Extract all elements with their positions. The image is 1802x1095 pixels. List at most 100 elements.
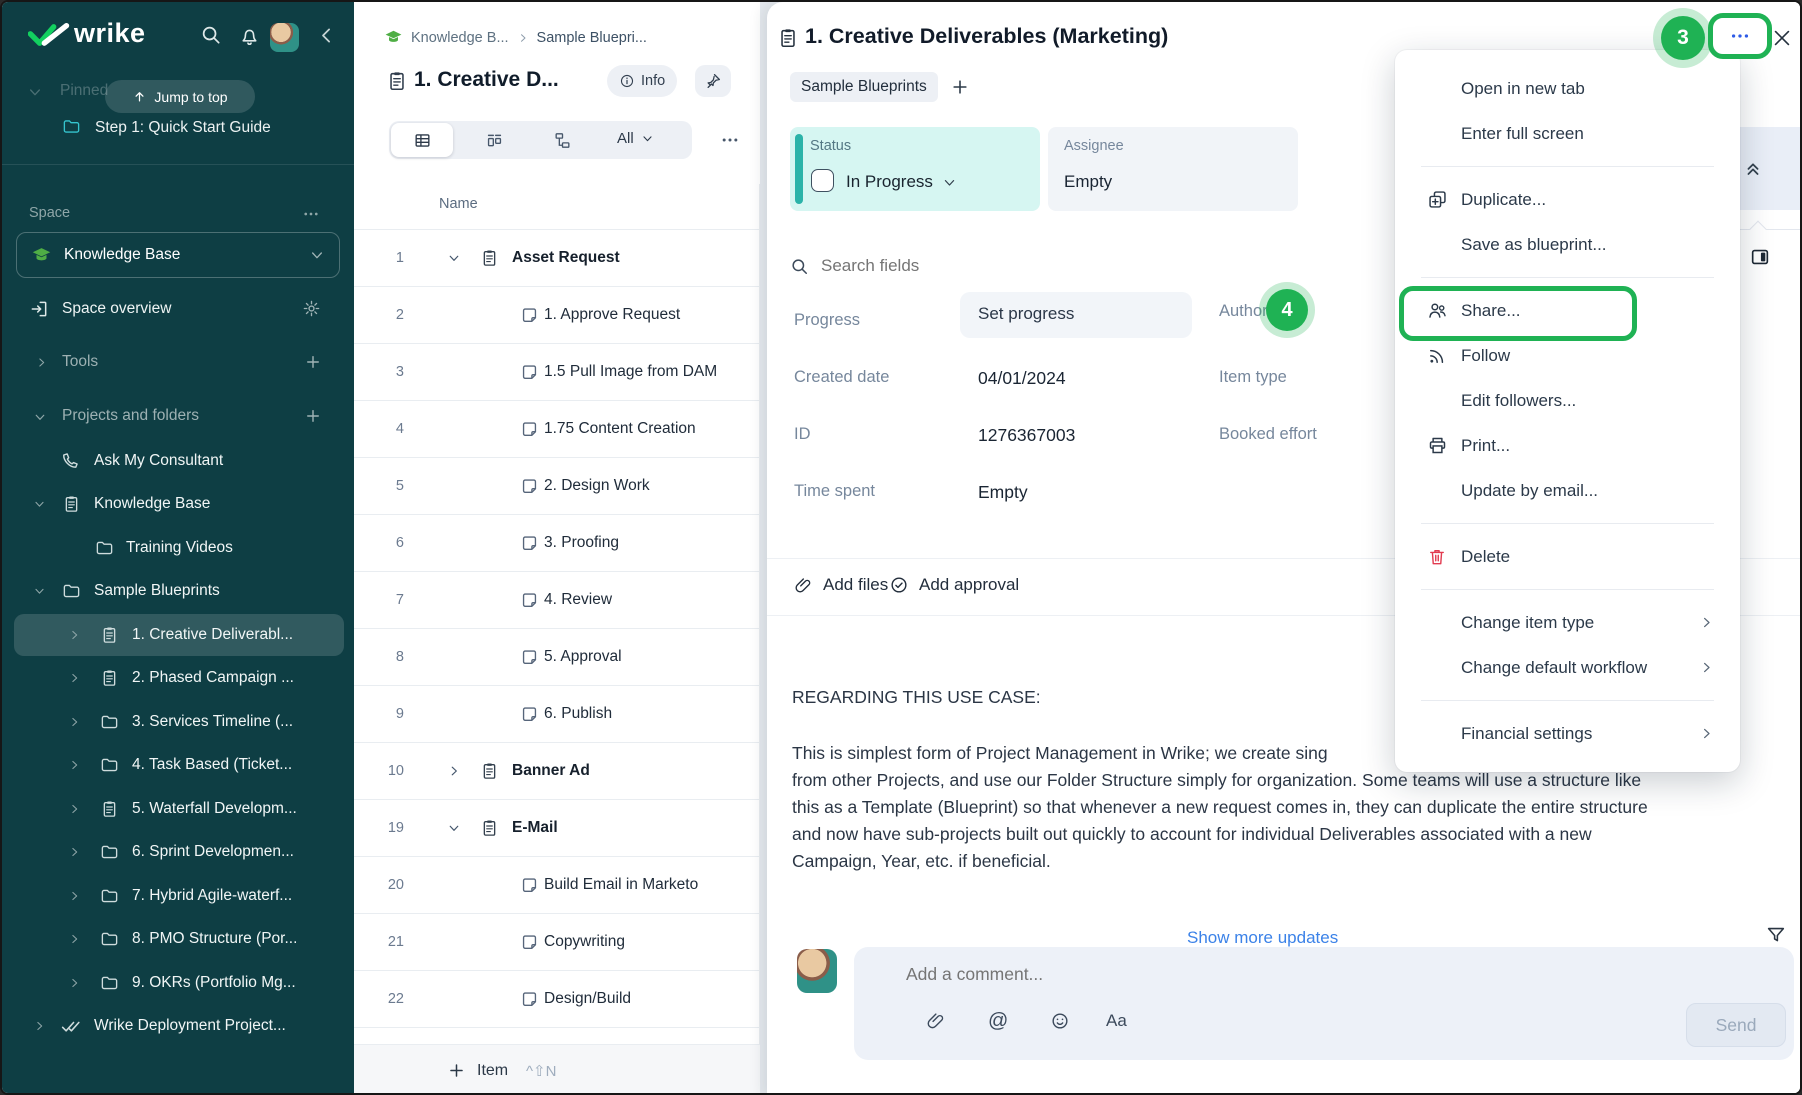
- menu-item-share[interactable]: Share...: [1395, 286, 1740, 341]
- table-row[interactable]: 8 5. Approval: [354, 629, 767, 686]
- description-text[interactable]: This is simplest form of Project Managem…: [792, 740, 1794, 875]
- chevron-right-icon[interactable]: [68, 933, 81, 946]
- sidebar-item-services-timeline[interactable]: 3. Services Timeline (...: [2, 700, 354, 744]
- sidebar-item-quick-start[interactable]: Step 1: Quick Start Guide: [2, 107, 354, 145]
- table-row[interactable]: 7 4. Review: [354, 572, 767, 629]
- table-row[interactable]: 21 Copywriting: [354, 914, 767, 971]
- field-value-id[interactable]: 1276367003: [978, 425, 1076, 445]
- plus-icon[interactable]: [304, 353, 322, 371]
- table-row[interactable]: 22 Design/Build: [354, 971, 767, 1028]
- sidebar-item-phased-campaign[interactable]: 2. Phased Campaign ...: [2, 657, 354, 701]
- emoji-smiley-icon[interactable]: [1050, 1011, 1070, 1031]
- chevron-right-icon[interactable]: [68, 672, 81, 685]
- breadcrumb-space[interactable]: Knowledge B...: [411, 29, 509, 46]
- chevron-down-icon[interactable]: [33, 498, 46, 511]
- wrike-logo[interactable]: [28, 21, 70, 49]
- field-value-time-spent[interactable]: Empty: [978, 482, 1028, 502]
- sidebar-item-okrs[interactable]: 9. OKRs (Portfolio Mg...: [2, 961, 354, 1005]
- mention-at-icon[interactable]: @: [988, 1010, 1009, 1032]
- close-icon[interactable]: [1771, 27, 1793, 49]
- sidebar-group-projects-and-folders[interactable]: Projects and folders: [2, 398, 354, 436]
- sidebar-item-ask-my-consultant[interactable]: Ask My Consultant: [2, 439, 354, 483]
- sidebar-item-task-based[interactable]: 4. Task Based (Ticket...: [2, 744, 354, 788]
- sidebar-item-sample-blueprints[interactable]: Sample Blueprints: [2, 570, 354, 614]
- sidebar-item-hybrid-agile[interactable]: 7. Hybrid Agile-waterf...: [2, 874, 354, 918]
- menu-item-print[interactable]: Print...: [1395, 423, 1740, 468]
- chevron-right-icon[interactable]: [68, 976, 81, 989]
- menu-item-edit-followers[interactable]: Edit followers...: [1395, 378, 1740, 423]
- gear-icon[interactable]: [302, 299, 321, 318]
- field-value-created-date[interactable]: 04/01/2024: [978, 368, 1066, 388]
- menu-item-open-in-new-tab[interactable]: Open in new tab: [1395, 66, 1740, 111]
- panel-toggle-icon[interactable]: [1749, 246, 1771, 268]
- menu-item-follow[interactable]: Follow: [1395, 333, 1740, 378]
- comment-box[interactable]: @ Aa Send: [854, 947, 1794, 1060]
- search-icon[interactable]: [200, 24, 223, 47]
- chevron-right-icon[interactable]: [68, 759, 81, 772]
- space-selector[interactable]: Knowledge Base: [16, 232, 340, 278]
- sidebar-item-wrike-deployment[interactable]: Wrike Deployment Project...: [2, 1005, 354, 1049]
- set-progress-button[interactable]: Set progress: [960, 292, 1192, 338]
- table-row[interactable]: 3 1.5 Pull Image from DAM: [354, 344, 767, 401]
- table-row[interactable]: 5 2. Design Work: [354, 458, 767, 515]
- sidebar-item-waterfall-development[interactable]: 5. Waterfall Developm...: [2, 787, 354, 831]
- expander-chevron-down-icon[interactable]: [447, 251, 461, 265]
- table-row[interactable]: 2 1. Approve Request: [354, 287, 767, 344]
- notifications-bell-icon[interactable]: [238, 24, 261, 47]
- sidebar-item-pmo-structure[interactable]: 8. PMO Structure (Por...: [2, 918, 354, 962]
- sidebar-item-knowledge-base[interactable]: Knowledge Base: [2, 483, 354, 527]
- funnel-filter-icon[interactable]: [1765, 924, 1787, 946]
- info-button[interactable]: Info: [607, 65, 678, 97]
- menu-item-enter-full-screen[interactable]: Enter full screen: [1395, 111, 1740, 156]
- table-row[interactable]: 20 Build Email in Marketo: [354, 857, 767, 914]
- chevron-down-icon[interactable]: [33, 585, 46, 598]
- menu-item-financial-settings[interactable]: Financial settings: [1395, 711, 1740, 756]
- chevron-right-icon[interactable]: [68, 628, 81, 641]
- assignee-card[interactable]: Assignee Empty: [1048, 127, 1298, 211]
- search-fields-input[interactable]: [819, 255, 1123, 277]
- tag-pill[interactable]: Sample Blueprints: [790, 72, 938, 102]
- pin-button[interactable]: [695, 65, 731, 97]
- table-row[interactable]: 4 1.75 Content Creation: [354, 401, 767, 458]
- menu-item-delete[interactable]: Delete: [1395, 534, 1740, 579]
- plus-icon[interactable]: [304, 407, 322, 425]
- menu-item-duplicate[interactable]: Duplicate...: [1395, 177, 1740, 222]
- paperclip-icon[interactable]: [926, 1011, 946, 1031]
- table-row[interactable]: 1 Asset Request: [354, 230, 767, 287]
- chevron-right-icon[interactable]: [68, 889, 81, 902]
- breadcrumb-folder[interactable]: Sample Bluepri...: [536, 29, 647, 46]
- menu-item-save-as-blueprint[interactable]: Save as blueprint...: [1395, 222, 1740, 267]
- sidebar-item-training-videos[interactable]: Training Videos: [2, 526, 354, 570]
- sidebar-item-sprint-development[interactable]: 6. Sprint Developmen...: [2, 831, 354, 875]
- table-row[interactable]: 9 6. Publish: [354, 686, 767, 743]
- table-row[interactable]: 10 Banner Ad: [354, 743, 767, 800]
- more-actions-button[interactable]: [1708, 13, 1772, 59]
- table-view-tab[interactable]: [391, 123, 453, 157]
- menu-item-update-by-email[interactable]: Update by email...: [1395, 468, 1740, 513]
- add-tag-plus-icon[interactable]: [950, 77, 970, 97]
- filter-dropdown[interactable]: All: [617, 130, 654, 147]
- status-checkbox[interactable]: [811, 169, 834, 192]
- show-more-updates-link[interactable]: Show more updates: [1187, 928, 1339, 947]
- chevron-right-icon[interactable]: [68, 846, 81, 859]
- menu-item-change-default-workflow[interactable]: Change default workflow: [1395, 645, 1740, 690]
- sidebar-item-space-overview[interactable]: Space overview: [2, 290, 354, 328]
- chevron-right-icon[interactable]: [68, 802, 81, 815]
- table-row[interactable]: 19 E-Mail: [354, 800, 767, 857]
- add-approval-button[interactable]: Add approval: [889, 575, 1019, 595]
- collapse-sidebar-chevron-icon[interactable]: [316, 25, 337, 46]
- status-card[interactable]: Status In Progress: [790, 127, 1040, 211]
- sidebar-group-tools[interactable]: Tools: [2, 344, 354, 382]
- board-view-icon[interactable]: [485, 131, 504, 150]
- add-files-button[interactable]: Add files: [794, 575, 888, 595]
- list-more-dots-icon[interactable]: [720, 130, 740, 150]
- chevron-right-icon[interactable]: [33, 1020, 46, 1033]
- expander-chevron-down-icon[interactable]: [447, 821, 461, 835]
- sidebar-item-creative-deliverables[interactable]: 1. Creative Deliverabl...: [2, 613, 354, 657]
- expander-chevron-right-icon[interactable]: [447, 764, 461, 778]
- table-column-header-name[interactable]: Name: [439, 196, 478, 212]
- comment-input[interactable]: [904, 963, 1468, 986]
- jump-to-top-button[interactable]: Jump to top: [105, 80, 255, 113]
- space-more-dots-icon[interactable]: [302, 205, 320, 223]
- send-button[interactable]: Send: [1686, 1003, 1786, 1047]
